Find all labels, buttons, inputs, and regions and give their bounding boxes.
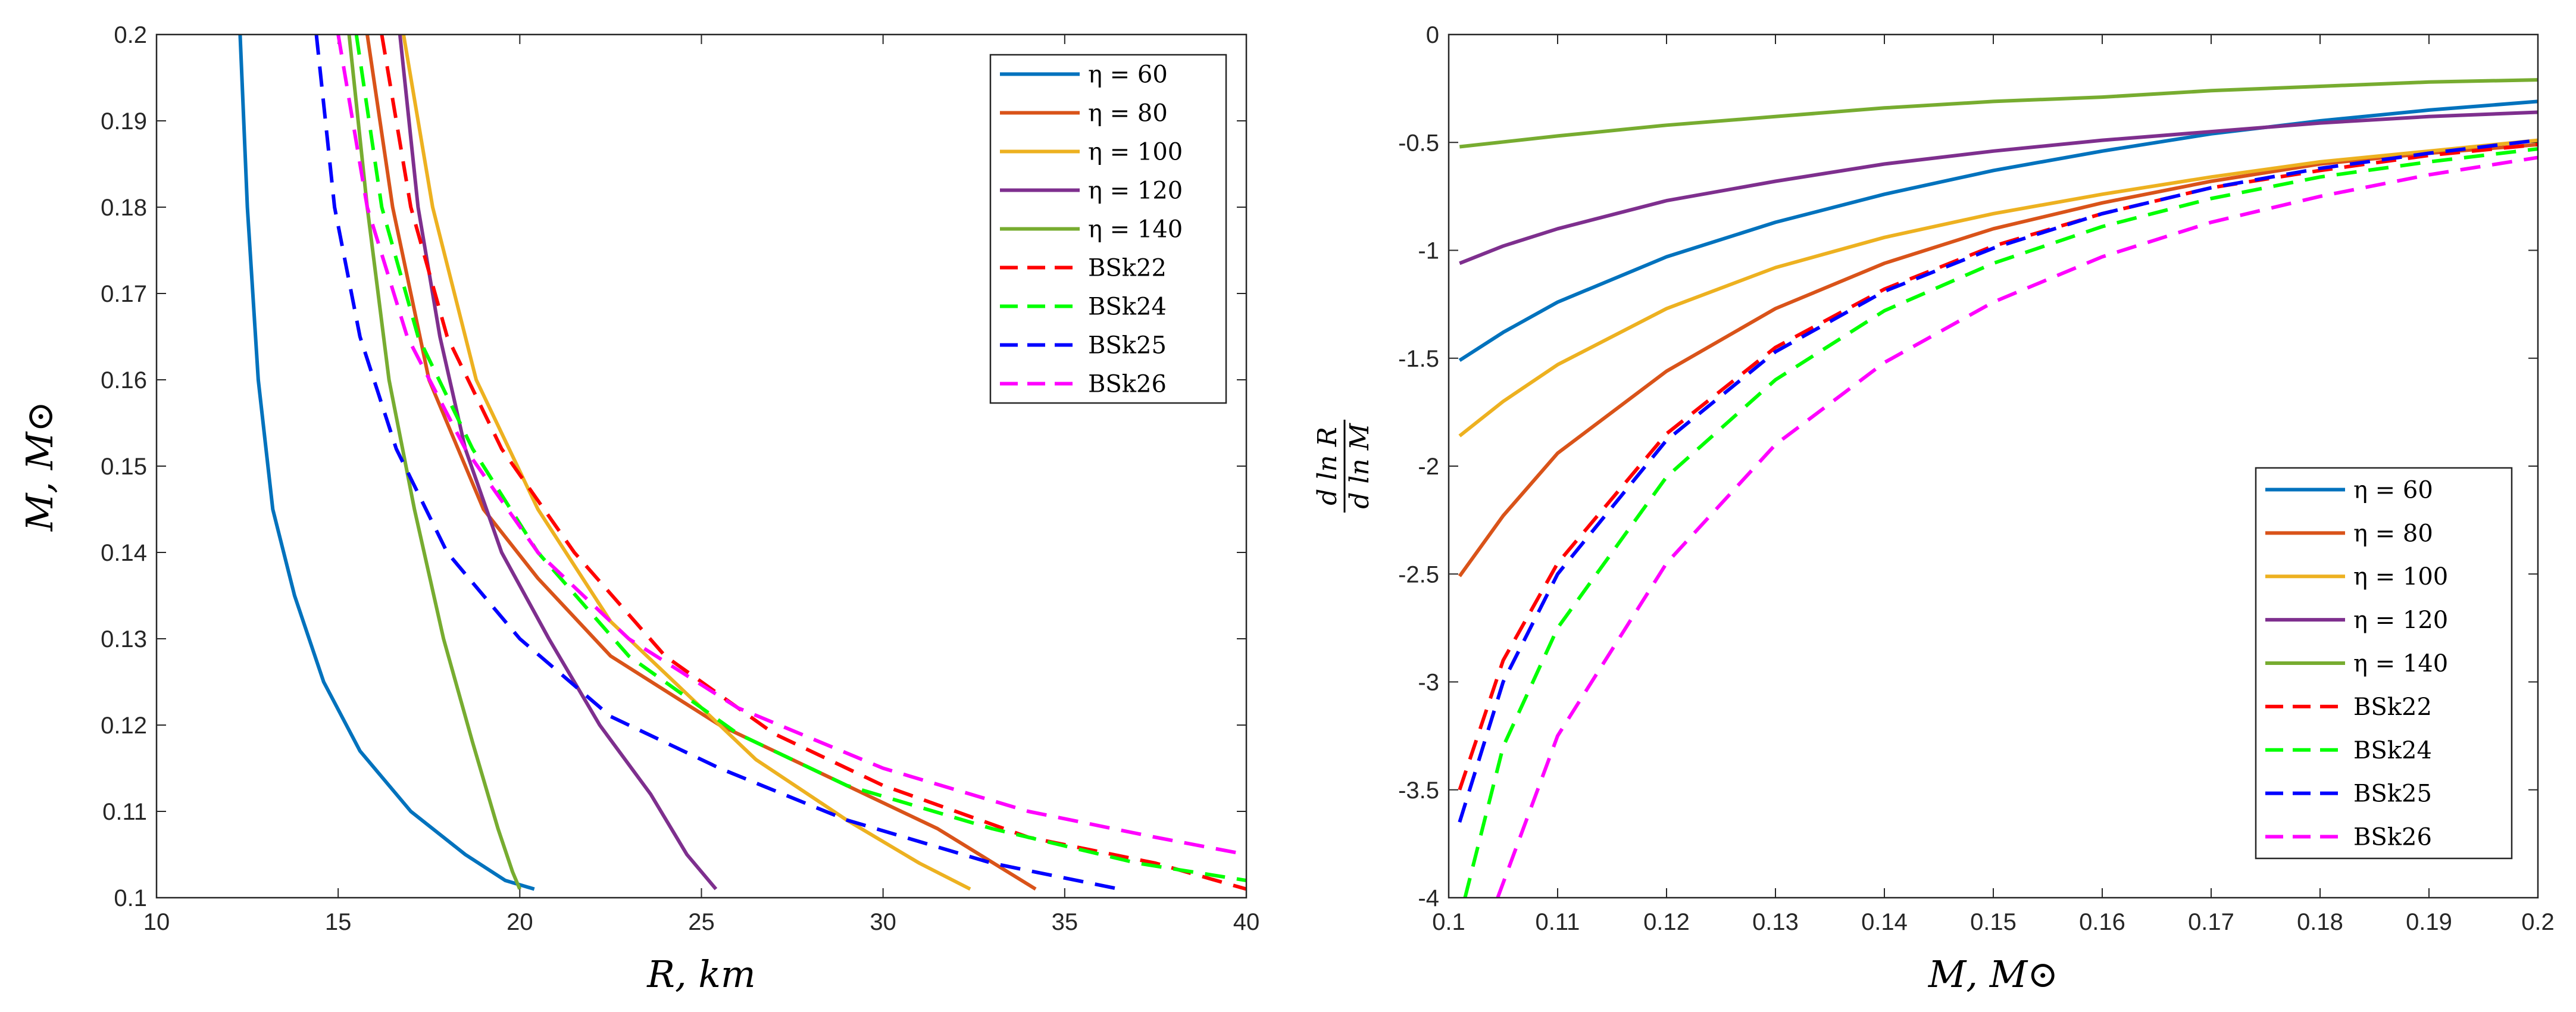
x-tick-label: 25: [688, 909, 715, 935]
x-tick-label: 0.15: [1970, 909, 2017, 935]
series-line-140: [1459, 78, 2538, 149]
y-axis-label-numerator: d ln R: [1312, 427, 1343, 505]
y-tick-label: 0.13: [101, 626, 147, 652]
series-line-bsk24: [354, 35, 1246, 882]
series-line-bsk25: [314, 35, 1120, 891]
legend-label-80: η = 80: [2353, 520, 2433, 547]
series-line-100: [402, 35, 971, 891]
y-tick-label: -2: [1418, 454, 1439, 480]
series-line-100: [1458, 138, 2538, 438]
x-tick-label: 0.19: [2406, 909, 2452, 935]
x-tick-label: 30: [870, 909, 896, 935]
legend-label-100: η = 100: [2353, 563, 2448, 591]
series-line-bsk22: [380, 35, 1246, 891]
legend-label-bsk25: BSk25: [1088, 332, 1167, 360]
legend: η = 60 η = 80 η = 100 η = 120 η = 140 BSk22 BS…: [989, 54, 1227, 404]
x-axis-label: M, M⊙: [1928, 952, 2058, 996]
x-tick-label: 40: [1233, 909, 1260, 935]
axes-box: [1448, 33, 2539, 899]
legend-label-60: η = 60: [1088, 61, 1168, 89]
axes-box: [155, 33, 1248, 899]
series-line-140: [347, 35, 522, 890]
x-tick-label: 0.13: [1752, 909, 1799, 935]
x-tick-label: 0.18: [2297, 909, 2343, 935]
series-line-bsk24: [1463, 147, 2538, 898]
x-tick-label: 0.2: [2521, 909, 2555, 935]
x-tick-label: 0.12: [1643, 909, 1690, 935]
y-tick-label: 0.2: [114, 22, 147, 48]
y-tick-label: -1.5: [1398, 346, 1439, 372]
x-tick-label: 35: [1052, 909, 1078, 935]
legend-label-140: η = 140: [2353, 650, 2448, 677]
legend-label-bsk24: BSk24: [2353, 737, 2432, 764]
chart-2: 0.1 0.11 0.12 0.13 0.14 0.15 0.16 0.17 0.18 0.19 0…: [1312, 22, 2555, 996]
series-line-60: [1458, 99, 2538, 362]
y-tick-label: -1: [1418, 238, 1439, 264]
legend-label-bsk22: BSk22: [1088, 255, 1167, 282]
legend-label-80: η = 80: [1088, 100, 1168, 127]
x-tick-label: 15: [325, 909, 352, 935]
y-tick-label: 0: [1426, 22, 1439, 48]
legend-label-120: η = 120: [2353, 607, 2448, 634]
series-line-80: [1458, 142, 2538, 577]
y-axis-label-denominator: d ln M: [1345, 423, 1375, 509]
y-tick-label: -4: [1418, 885, 1439, 911]
legend-label-bsk26: BSk26: [1088, 371, 1167, 398]
y-tick-label: 0.14: [101, 540, 147, 566]
series-line-120: [1459, 110, 2538, 266]
y-tick-label: 0.18: [101, 195, 147, 221]
series-line-60: [238, 35, 535, 891]
y-tick-label: -0.5: [1398, 130, 1439, 156]
x-tick-label: 0.17: [2188, 909, 2234, 935]
chart-1: 10 15 20 25 30 35 40 0.1 0.11 0.12 0.13 0.14 0.15 0.1…: [18, 22, 1259, 996]
x-tick-label: 10: [143, 909, 170, 935]
legend-label-bsk22: BSk22: [2353, 694, 2432, 721]
y-tick-label: 0.11: [102, 799, 147, 825]
legend-label-120: η = 120: [1088, 177, 1183, 205]
series-line-bsk26: [1496, 155, 2538, 898]
x-tick-label: 0.11: [1536, 909, 1580, 935]
series-line-80: [365, 35, 1037, 891]
y-tick-label: 0.15: [101, 454, 147, 480]
legend: η = 60 η = 80 η = 100 η = 120 η = 140 BSk22 BS…: [2255, 467, 2513, 860]
legend-label-60: η = 60: [2353, 476, 2433, 504]
series-group: [1458, 78, 2538, 898]
y-axis-label: M, M⊙: [18, 401, 61, 532]
y-tick-label: -3: [1418, 670, 1439, 696]
x-tick-label: 0.1: [1432, 909, 1465, 935]
legend-label-bsk26: BSk26: [2353, 824, 2432, 851]
y-tick-label: 0.1: [114, 885, 147, 911]
x-axis-label: R, km: [646, 952, 755, 996]
y-tick-label: 0.12: [101, 713, 147, 739]
y-tick-label: 0.17: [101, 281, 147, 307]
legend-label-140: η = 140: [1088, 216, 1183, 243]
x-tick-label: 0.14: [1861, 909, 1908, 935]
legend-label-bsk24: BSk24: [1088, 293, 1167, 321]
legend-label-bsk25: BSk25: [2353, 780, 2432, 808]
y-tick-label: 0.19: [101, 108, 147, 135]
x-tick-label: 20: [507, 909, 533, 935]
x-tick-label: 0.16: [2079, 909, 2125, 935]
legend-label-100: η = 100: [1088, 139, 1183, 166]
series-line-bsk22: [1458, 142, 2538, 791]
y-tick-label: -2.5: [1398, 561, 1439, 588]
series-line-bsk26: [336, 35, 1246, 857]
y-tick-label: -3.5: [1398, 777, 1439, 804]
y-tick-label: 0.16: [101, 367, 147, 393]
series-group: [238, 35, 1246, 891]
